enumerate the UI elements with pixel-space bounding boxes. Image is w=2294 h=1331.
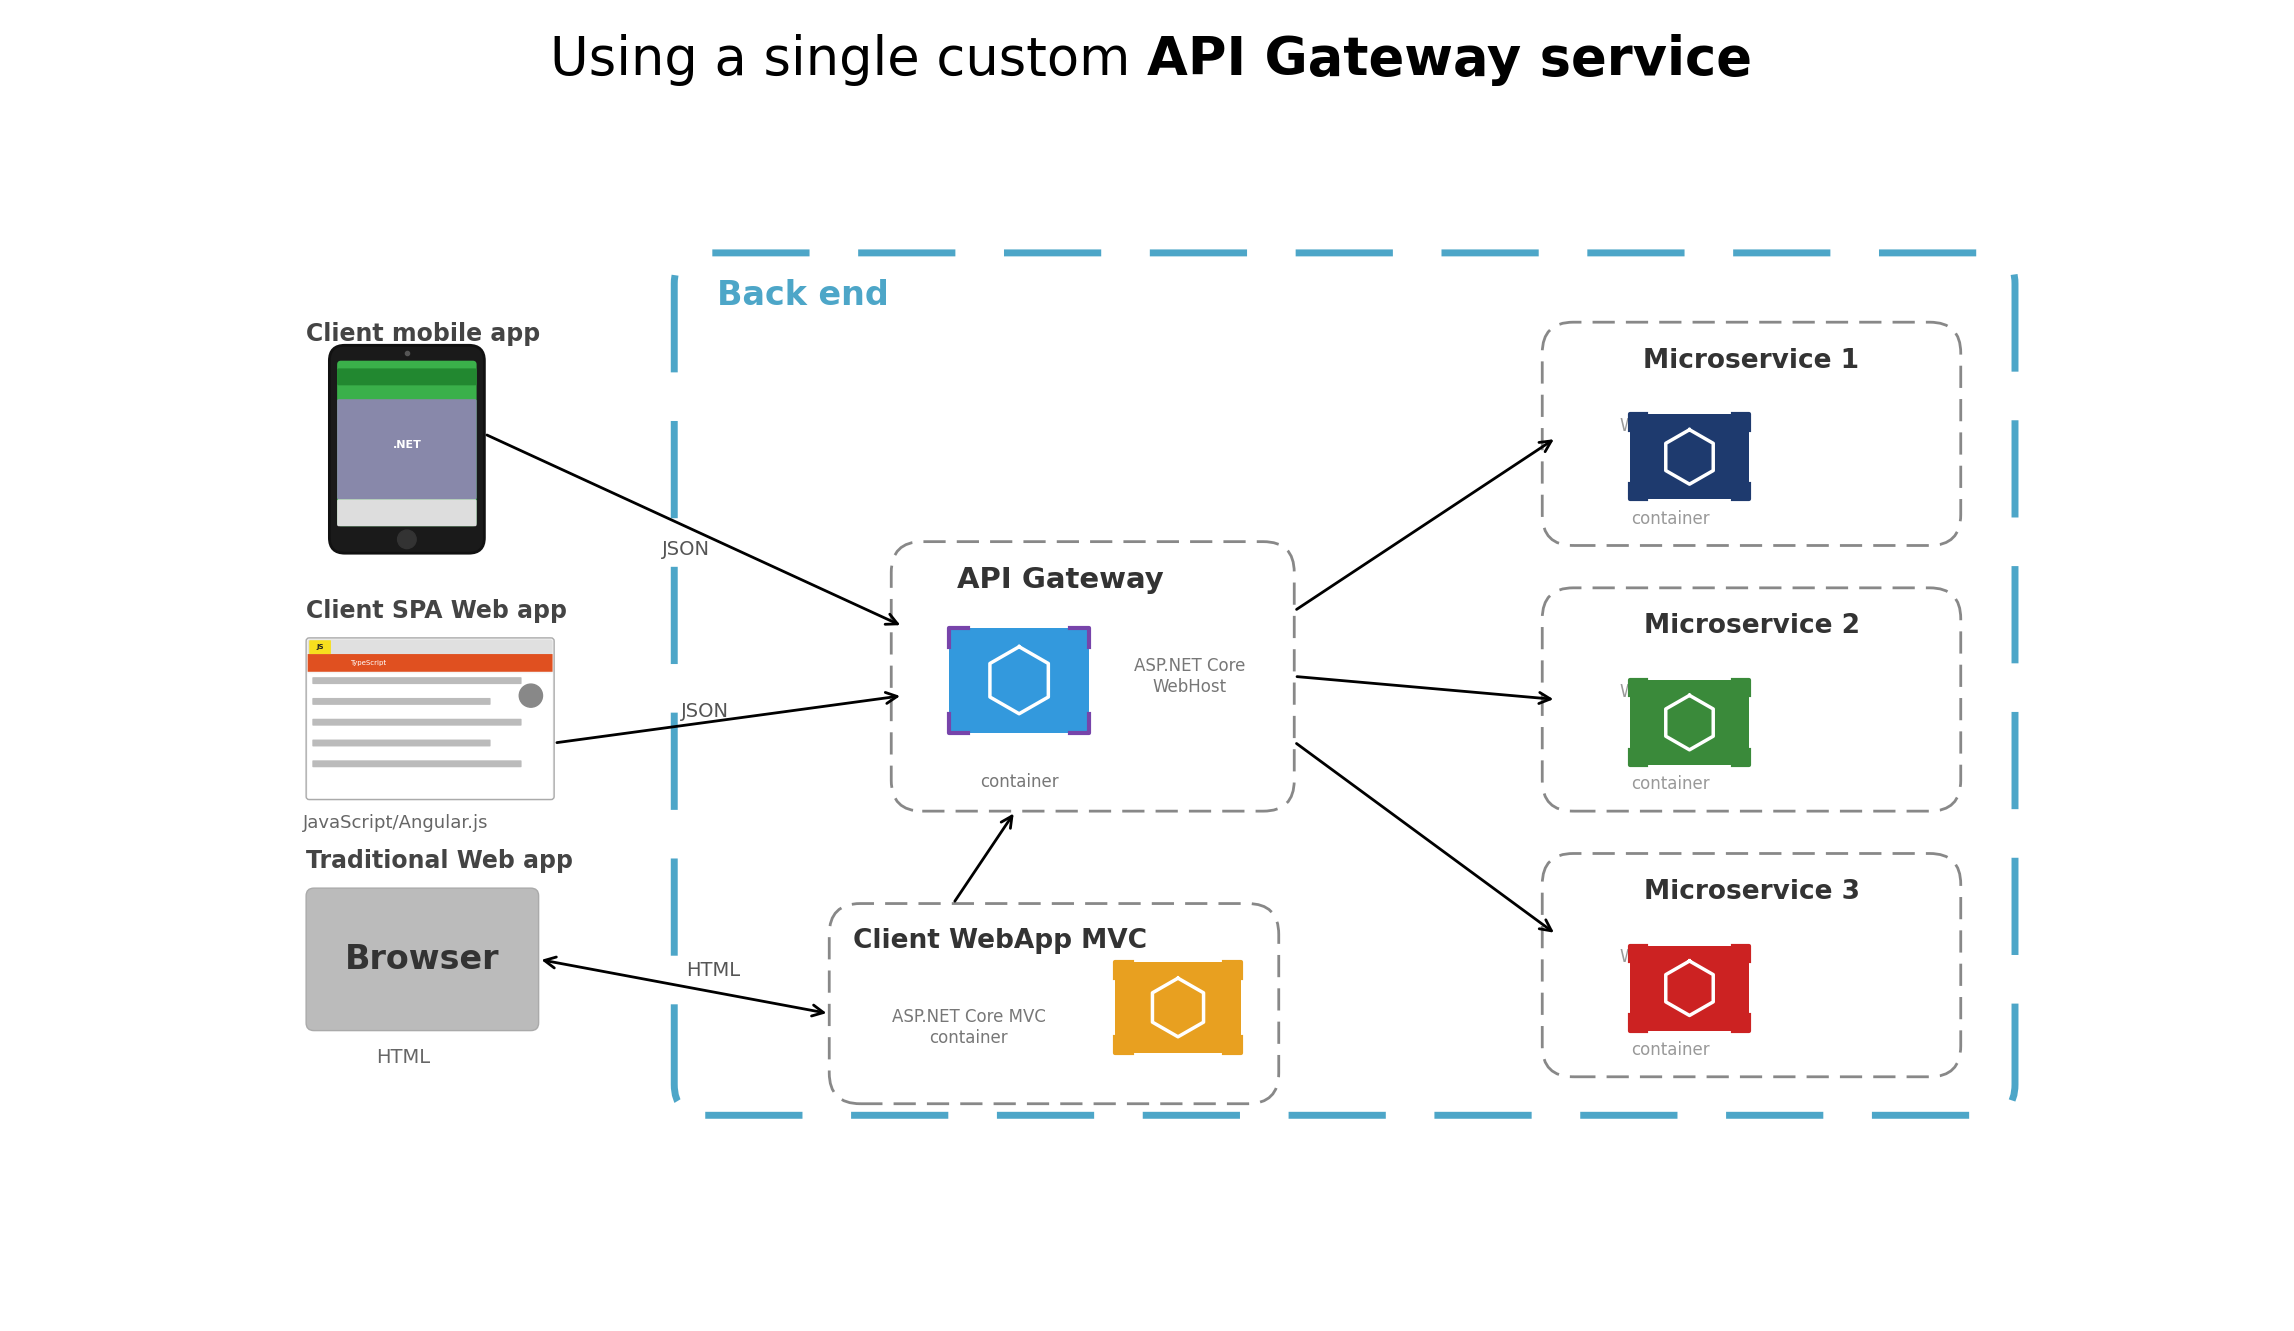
FancyBboxPatch shape <box>337 361 477 526</box>
Text: HTML: HTML <box>376 1047 429 1067</box>
Circle shape <box>397 530 415 548</box>
Bar <box>1631 680 1748 765</box>
Text: Back end: Back end <box>716 278 888 311</box>
FancyBboxPatch shape <box>307 673 553 799</box>
Text: JSON: JSON <box>663 540 709 559</box>
Text: Web API: Web API <box>1620 683 1688 701</box>
Bar <box>1631 946 1748 1030</box>
Text: JavaScript/Angular.js: JavaScript/Angular.js <box>303 813 489 832</box>
Polygon shape <box>1665 695 1714 749</box>
Text: ASP.NET Core
WebHost: ASP.NET Core WebHost <box>1133 658 1246 696</box>
FancyBboxPatch shape <box>337 369 477 386</box>
FancyBboxPatch shape <box>337 499 477 526</box>
Text: HTML: HTML <box>686 961 741 980</box>
Text: Client WebApp MVC: Client WebApp MVC <box>853 928 1147 953</box>
FancyBboxPatch shape <box>330 345 484 554</box>
Text: JSON: JSON <box>681 701 729 720</box>
Polygon shape <box>1665 961 1714 1016</box>
Text: Client mobile app: Client mobile app <box>305 322 541 346</box>
Bar <box>1115 962 1241 1053</box>
Text: container: container <box>980 773 1058 791</box>
Bar <box>1631 414 1748 499</box>
FancyBboxPatch shape <box>312 697 491 705</box>
Text: API Gateway: API Gateway <box>957 566 1163 594</box>
FancyBboxPatch shape <box>337 399 477 499</box>
FancyBboxPatch shape <box>305 638 555 800</box>
FancyBboxPatch shape <box>312 760 521 767</box>
Text: .NET: .NET <box>392 441 422 450</box>
Text: Microservice 1: Microservice 1 <box>1643 347 1860 374</box>
Text: Traditional Web app: Traditional Web app <box>305 849 574 873</box>
FancyBboxPatch shape <box>307 654 553 672</box>
Polygon shape <box>1665 430 1714 484</box>
Text: JS: JS <box>317 644 323 650</box>
Circle shape <box>518 684 541 707</box>
Text: Microservice 2: Microservice 2 <box>1643 614 1860 639</box>
Text: container: container <box>1631 1041 1709 1059</box>
Text: container: container <box>1631 775 1709 793</box>
Text: Web API: Web API <box>1620 949 1688 966</box>
FancyBboxPatch shape <box>312 719 521 725</box>
Text: TypeScript: TypeScript <box>351 660 385 667</box>
Text: Using a single custom: Using a single custom <box>551 33 1147 87</box>
Text: Microservice 3: Microservice 3 <box>1643 878 1860 905</box>
FancyBboxPatch shape <box>307 639 553 655</box>
FancyBboxPatch shape <box>310 640 330 654</box>
Text: container: container <box>1631 510 1709 527</box>
Text: Web API: Web API <box>1620 417 1688 435</box>
Text: Browser: Browser <box>344 942 500 976</box>
FancyBboxPatch shape <box>312 677 521 684</box>
Text: API Gateway service: API Gateway service <box>1147 33 1753 87</box>
FancyBboxPatch shape <box>312 740 491 747</box>
Text: ASP.NET Core MVC
container: ASP.NET Core MVC container <box>892 1009 1046 1047</box>
Polygon shape <box>991 647 1048 713</box>
Polygon shape <box>1152 978 1204 1037</box>
Text: Client SPA Web app: Client SPA Web app <box>305 599 567 623</box>
Bar <box>950 628 1090 732</box>
FancyBboxPatch shape <box>305 888 539 1030</box>
